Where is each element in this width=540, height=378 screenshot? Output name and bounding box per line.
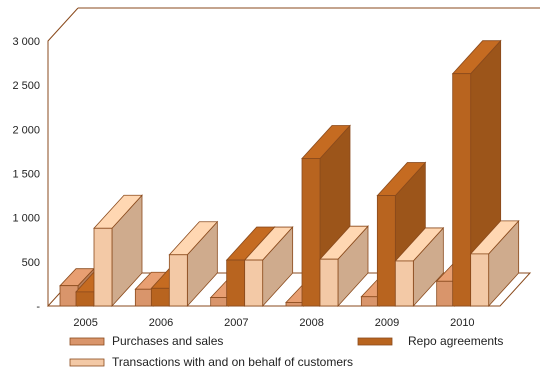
x-tick-label: 2008 (299, 317, 323, 329)
bar-2005-series-2 (93, 194, 143, 308)
back-wall-left-edge (47, 7, 79, 306)
legend-label: Purchases and sales (112, 334, 223, 348)
legend-label: Repo agreements (408, 334, 503, 348)
bar-2010-series-2 (469, 219, 520, 308)
legend-swatch (357, 337, 393, 346)
bar-2006-series-2 (168, 220, 219, 308)
legend-label: Transactions with and on behalf of custo… (112, 355, 353, 369)
y-tick-label: 2 500 (12, 80, 40, 92)
bar-2007-series-2 (243, 226, 294, 308)
bars (59, 39, 520, 308)
bar-2008-series-2 (319, 225, 369, 308)
legend: Purchases and sales Repo agreements Transa… (69, 334, 503, 369)
y-tick-label: 1 000 (12, 213, 40, 225)
y-axis: - 500 1 000 1 500 2 000 2 500 3 000 (12, 36, 40, 313)
legend-swatch (69, 358, 105, 367)
y-tick-label: 2 000 (12, 124, 40, 136)
x-tick-label: 2009 (375, 317, 399, 329)
x-axis: 2005 2006 2007 2008 2009 2010 (73, 317, 474, 329)
y-tick-label: 1 500 (12, 169, 40, 181)
x-tick-label: 2005 (73, 317, 97, 329)
bar-2009-series-2 (394, 226, 445, 308)
legend-swatch (69, 337, 105, 346)
legend-item-1: Repo agreements (357, 334, 503, 348)
x-tick-label: 2010 (450, 317, 474, 329)
y-tick-label: 500 (22, 257, 40, 269)
x-tick-label: 2006 (149, 317, 173, 329)
y-tick-label: - (36, 301, 40, 313)
y-tick-label: 3 000 (12, 36, 40, 48)
x-tick-label: 2007 (224, 317, 248, 329)
legend-item-0: Purchases and sales (69, 334, 223, 348)
legend-item-2: Transactions with and on behalf of custo… (69, 355, 353, 369)
